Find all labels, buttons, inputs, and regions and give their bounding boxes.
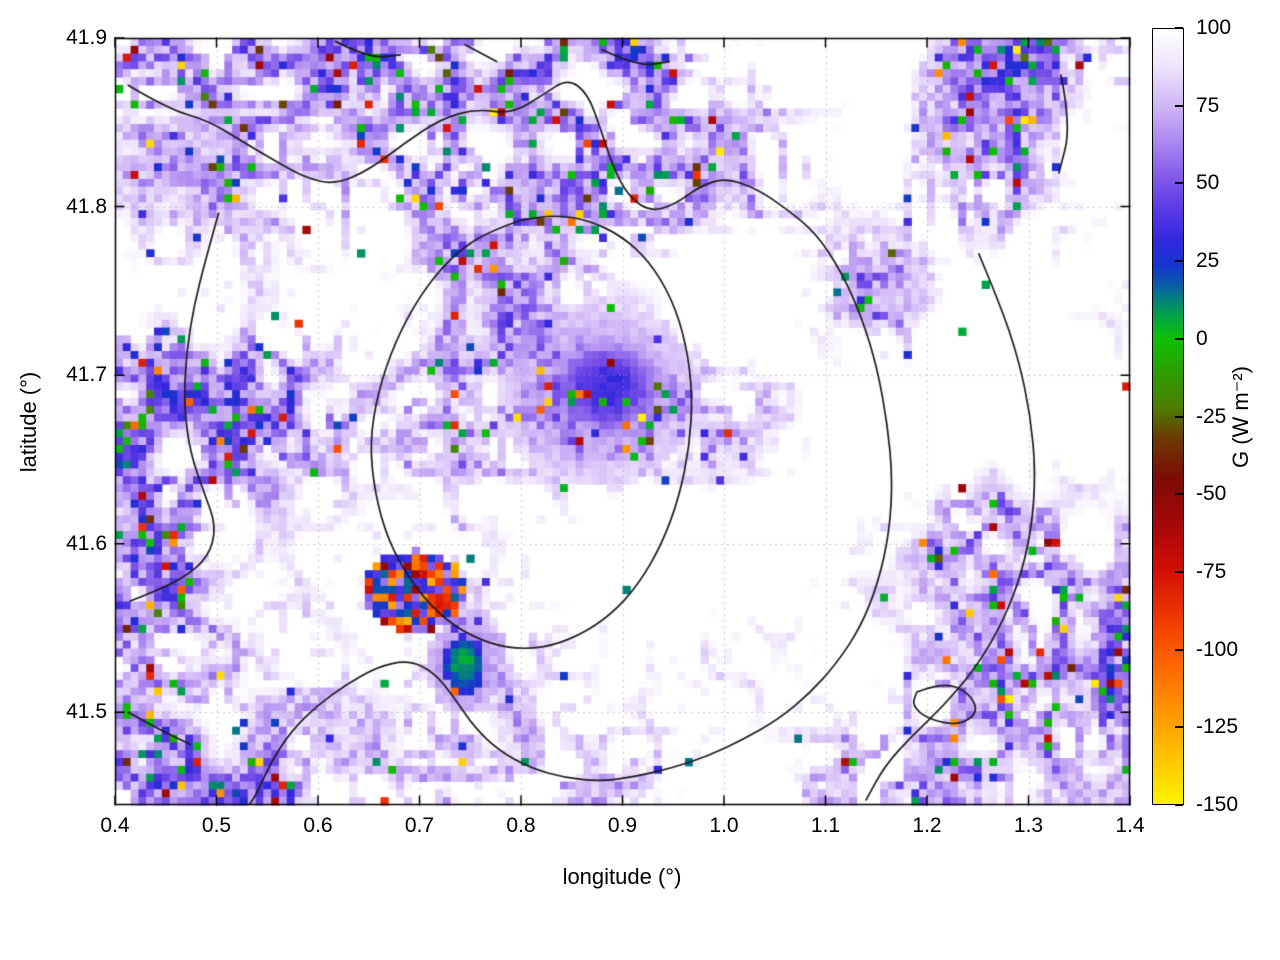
colorbar-tick-label: -25	[1196, 404, 1227, 428]
colorbar-tick-label: 75	[1196, 93, 1220, 117]
y-tick-label: 41.7	[66, 363, 107, 387]
x-tick-label: 0.4	[100, 814, 130, 837]
colorbar-tickmark	[1175, 182, 1183, 184]
x-tick-label: 1.3	[1013, 814, 1044, 837]
x-tick-label: 1.4	[1115, 814, 1145, 837]
colorbar-tick-label: 100	[1196, 16, 1232, 39]
colorbar-tickmark	[1175, 726, 1183, 728]
colorbar-tickmark	[1175, 804, 1183, 806]
colorbar-tick-label: -75	[1196, 559, 1227, 583]
x-tick-label: 0.9	[607, 814, 638, 837]
x-tick-label: 1.0	[709, 814, 739, 837]
colorbar-tickmark	[1175, 260, 1183, 262]
colorbar-tick-label: -50	[1196, 482, 1227, 506]
x-tick-label: 0.6	[303, 814, 333, 837]
colorbar-tick-label: 25	[1196, 249, 1220, 273]
colorbar-tickmark	[1175, 105, 1183, 107]
colorbar-tick-label: 0	[1196, 326, 1208, 350]
x-tick-label: 0.8	[506, 814, 536, 837]
colorbar-tick-label: -100	[1196, 637, 1239, 661]
colorbar-tickmark	[1175, 493, 1183, 495]
y-tick-label: 41.8	[66, 194, 107, 218]
colorbar-tick-label: -150	[1196, 793, 1239, 816]
x-tick-label: 1.2	[912, 814, 942, 837]
y-tick-label: 41.6	[66, 531, 107, 555]
colorbar-tickmark	[1175, 338, 1183, 340]
colorbar-tickmark	[1175, 27, 1183, 29]
y-tick-label: 41.9	[66, 26, 107, 49]
y-axis-label: latitude (°)	[16, 371, 41, 473]
y-tick-label: 41.5	[66, 700, 107, 724]
colorbar-tickmark	[1175, 416, 1183, 418]
colorbar-tick-label: 50	[1196, 171, 1220, 195]
colorbar-tick-label: -125	[1196, 715, 1239, 739]
x-tick-label: 1.1	[810, 814, 841, 837]
x-tick-label: 0.5	[201, 814, 232, 837]
colorbar-tickmark	[1175, 571, 1183, 573]
colorbar-tickmark	[1175, 649, 1183, 651]
x-tick-label: 0.7	[404, 814, 435, 837]
x-axis-label: longitude (°)	[562, 864, 682, 889]
